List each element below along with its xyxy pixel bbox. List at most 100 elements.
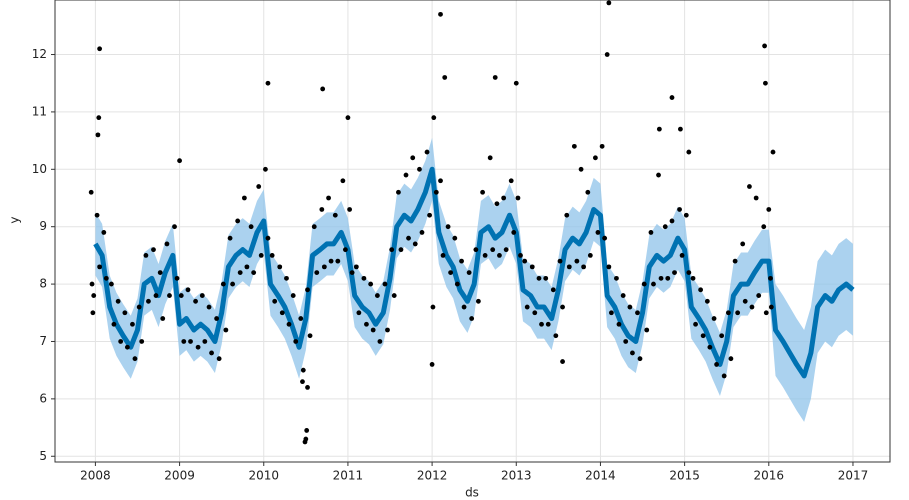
observation-point xyxy=(332,212,338,218)
observation-point xyxy=(536,275,542,281)
observation-point xyxy=(711,316,717,321)
observation-point xyxy=(635,310,640,316)
observation-point xyxy=(94,212,100,218)
observation-point xyxy=(164,241,170,247)
observation-point xyxy=(403,172,409,178)
observation-point xyxy=(606,264,612,270)
observation-point xyxy=(762,43,767,49)
observation-point xyxy=(732,258,738,264)
observation-point xyxy=(202,339,208,344)
observation-point xyxy=(585,189,591,195)
observation-point xyxy=(417,166,422,172)
observation-point xyxy=(108,281,114,287)
observation-point xyxy=(564,212,570,218)
observation-point xyxy=(448,270,454,276)
observation-point xyxy=(377,339,383,344)
observation-point xyxy=(188,339,193,344)
observation-point xyxy=(265,235,271,241)
observation-point xyxy=(391,293,397,298)
observation-point xyxy=(735,310,741,316)
observation-point xyxy=(763,310,769,316)
observation-point xyxy=(461,304,467,310)
observation-point xyxy=(103,275,109,281)
observation-point xyxy=(237,270,243,276)
observation-point xyxy=(101,230,107,235)
observation-point xyxy=(763,80,768,86)
observation-point xyxy=(300,379,305,385)
observation-point xyxy=(174,275,180,281)
observation-point xyxy=(683,212,689,218)
observation-point xyxy=(648,230,654,235)
observation-point xyxy=(167,293,172,298)
observation-point xyxy=(185,287,191,293)
observation-point xyxy=(532,310,538,316)
x-tick-label: 2009 xyxy=(164,469,195,483)
observation-point xyxy=(227,235,233,241)
observation-point xyxy=(406,235,411,241)
y-tick-label: 10 xyxy=(32,162,47,176)
observation-point xyxy=(686,270,692,276)
observation-point xyxy=(193,298,198,304)
observation-point xyxy=(550,287,556,293)
observation-point xyxy=(637,356,643,362)
observation-point xyxy=(539,321,544,327)
observation-point xyxy=(469,316,475,321)
observation-point xyxy=(95,132,101,138)
observation-point xyxy=(445,224,451,230)
observation-point xyxy=(721,373,727,379)
observation-point xyxy=(658,275,664,281)
y-tick-label: 9 xyxy=(39,219,47,233)
observation-point xyxy=(172,224,177,230)
observation-point xyxy=(473,247,479,253)
observation-point xyxy=(497,252,502,258)
observation-point xyxy=(581,264,587,270)
observation-point xyxy=(557,258,563,264)
observation-point xyxy=(700,333,706,339)
observation-point xyxy=(714,362,720,367)
x-tick-label: 2015 xyxy=(669,469,700,483)
x-tick-label: 2014 xyxy=(585,469,616,483)
observation-point xyxy=(244,264,250,270)
observation-point xyxy=(385,327,390,333)
observation-point xyxy=(347,207,353,212)
observation-point xyxy=(374,293,380,298)
observation-point xyxy=(608,310,614,316)
observation-point xyxy=(768,275,773,281)
observation-point xyxy=(679,252,685,258)
observation-point xyxy=(571,143,577,149)
x-tick-label: 2010 xyxy=(248,469,279,483)
observation-point xyxy=(431,115,437,121)
observation-point xyxy=(602,235,608,241)
y-tick-label: 8 xyxy=(39,277,47,291)
observation-point xyxy=(146,298,151,304)
observation-point xyxy=(272,298,278,304)
observation-point xyxy=(90,310,96,316)
observation-point xyxy=(314,270,320,276)
x-tick-label: 2008 xyxy=(80,469,111,483)
observation-point xyxy=(345,115,351,121)
observation-point xyxy=(319,207,325,212)
observation-point xyxy=(761,224,767,230)
observation-point xyxy=(382,281,388,287)
observation-point xyxy=(438,178,443,184)
observation-point xyxy=(178,293,184,298)
observation-point xyxy=(353,264,359,270)
observation-point xyxy=(181,339,187,344)
observation-point xyxy=(251,270,257,276)
observation-point xyxy=(665,275,671,281)
observation-point xyxy=(522,258,528,264)
observation-point xyxy=(614,275,619,281)
observation-point xyxy=(669,95,675,100)
observation-point xyxy=(269,252,275,258)
observation-point xyxy=(438,11,443,17)
observation-point xyxy=(747,184,752,189)
observation-point xyxy=(153,293,159,298)
observation-point xyxy=(248,224,254,230)
observation-point xyxy=(560,304,565,310)
observation-point xyxy=(442,75,448,80)
observation-point xyxy=(728,356,734,362)
observation-point xyxy=(686,149,692,155)
observation-point xyxy=(206,304,212,310)
observation-point xyxy=(513,80,519,86)
